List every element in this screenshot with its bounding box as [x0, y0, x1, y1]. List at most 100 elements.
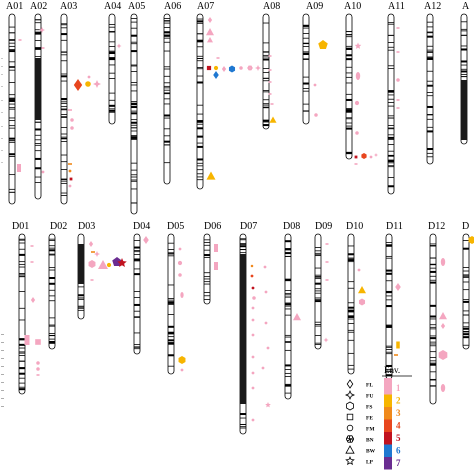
band-d04	[134, 254, 140, 255]
chromosome-d02	[48, 233, 56, 350]
band-a05	[131, 121, 137, 124]
qtl-marker-circle	[177, 260, 183, 266]
band-d01	[19, 319, 25, 321]
chr-label-d02: D02	[50, 221, 67, 232]
band-d05	[168, 299, 174, 301]
band-a07	[197, 104, 203, 106]
band-d13	[463, 274, 469, 276]
band-d04	[134, 246, 140, 249]
band-a09	[303, 24, 309, 27]
legend-icon-diamond-icon	[346, 379, 354, 389]
chromosome-d04	[133, 233, 141, 355]
legend-icon-flower-icon	[348, 435, 353, 440]
band-a06	[164, 103, 170, 105]
band-a06	[164, 162, 170, 164]
band-a03	[61, 33, 67, 35]
band-d08	[285, 303, 291, 305]
band-d12	[430, 315, 436, 318]
band-a01	[9, 191, 15, 193]
band-d05	[168, 325, 174, 328]
band-a07	[197, 162, 203, 164]
band-a12	[427, 148, 433, 151]
band-d01	[19, 253, 25, 256]
qtl-marker-circle	[313, 83, 317, 87]
band-d01	[19, 372, 25, 375]
band-d11	[386, 295, 392, 297]
band-a07	[197, 158, 203, 161]
band-d05	[168, 340, 174, 342]
band-a04	[109, 64, 115, 66]
band-a09	[303, 46, 309, 47]
scale-tick	[1, 150, 3, 151]
band-a13	[461, 35, 467, 36]
band-a12	[427, 32, 433, 34]
band-a11	[388, 105, 394, 107]
qtl-marker-circle	[354, 100, 360, 106]
band-a07	[197, 142, 203, 144]
band-a07	[197, 123, 203, 125]
chromosome-a08	[262, 13, 270, 130]
band-a06	[164, 36, 170, 38]
band-a08	[263, 51, 269, 53]
band-a13	[461, 68, 467, 70]
band-a03	[61, 117, 67, 119]
chromosome-d10	[347, 233, 355, 375]
band-a04	[109, 78, 115, 79]
band-d05	[168, 365, 174, 367]
band-d04	[134, 304, 140, 305]
band-a11	[388, 115, 394, 117]
band-a13	[461, 49, 467, 51]
band-a08	[263, 80, 269, 82]
band-a11	[388, 94, 394, 96]
band-d12	[430, 281, 436, 284]
band-d09	[315, 300, 321, 303]
chr-label-d04: D04	[133, 221, 150, 232]
band-a09	[303, 43, 309, 45]
band-a11	[388, 42, 394, 43]
band-a05	[131, 106, 137, 109]
band-a09	[303, 52, 309, 55]
band-a05	[131, 21, 137, 23]
band-a01	[9, 26, 15, 28]
dense-band-d07	[240, 254, 246, 404]
band-d13	[463, 310, 469, 312]
qtl-marker-circle	[68, 169, 72, 173]
band-a07	[197, 60, 203, 62]
qtl-marker-star	[265, 402, 271, 408]
dense-band-a13	[461, 80, 467, 140]
qtl-marker-dash	[68, 109, 72, 111]
qtl-marker-circle	[357, 268, 361, 272]
band-a02	[35, 47, 41, 50]
band-a10	[346, 93, 352, 95]
band-a03	[61, 182, 67, 184]
band-a01	[9, 67, 15, 69]
band-a10	[346, 72, 352, 74]
qtl-marker-rect-tall	[17, 164, 21, 172]
band-a05	[131, 202, 137, 204]
band-d01	[19, 386, 25, 388]
band-a11	[388, 102, 394, 103]
band-a10	[346, 122, 352, 124]
scale-tick	[1, 350, 4, 351]
qtl-marker-diamond	[207, 17, 213, 23]
band-a04	[109, 111, 115, 113]
band-d08	[285, 342, 291, 343]
qtl-marker-star4	[255, 65, 261, 71]
qtl-marker-dash	[268, 81, 272, 83]
band-d12	[430, 304, 436, 307]
band-d04	[134, 297, 140, 298]
band-a09	[303, 58, 309, 60]
qtl-marker-pentagon	[112, 257, 122, 267]
band-a07	[197, 169, 203, 171]
qtl-marker-star4	[323, 337, 329, 343]
band-a12	[427, 148, 433, 149]
band-d09	[315, 247, 321, 248]
scale-tick	[1, 58, 3, 59]
chromosome-d08	[284, 233, 292, 400]
band-a11	[388, 22, 394, 24]
band-a11	[388, 68, 394, 70]
band-d04	[134, 310, 140, 312]
band-a13	[461, 60, 467, 63]
band-a03	[61, 138, 67, 140]
